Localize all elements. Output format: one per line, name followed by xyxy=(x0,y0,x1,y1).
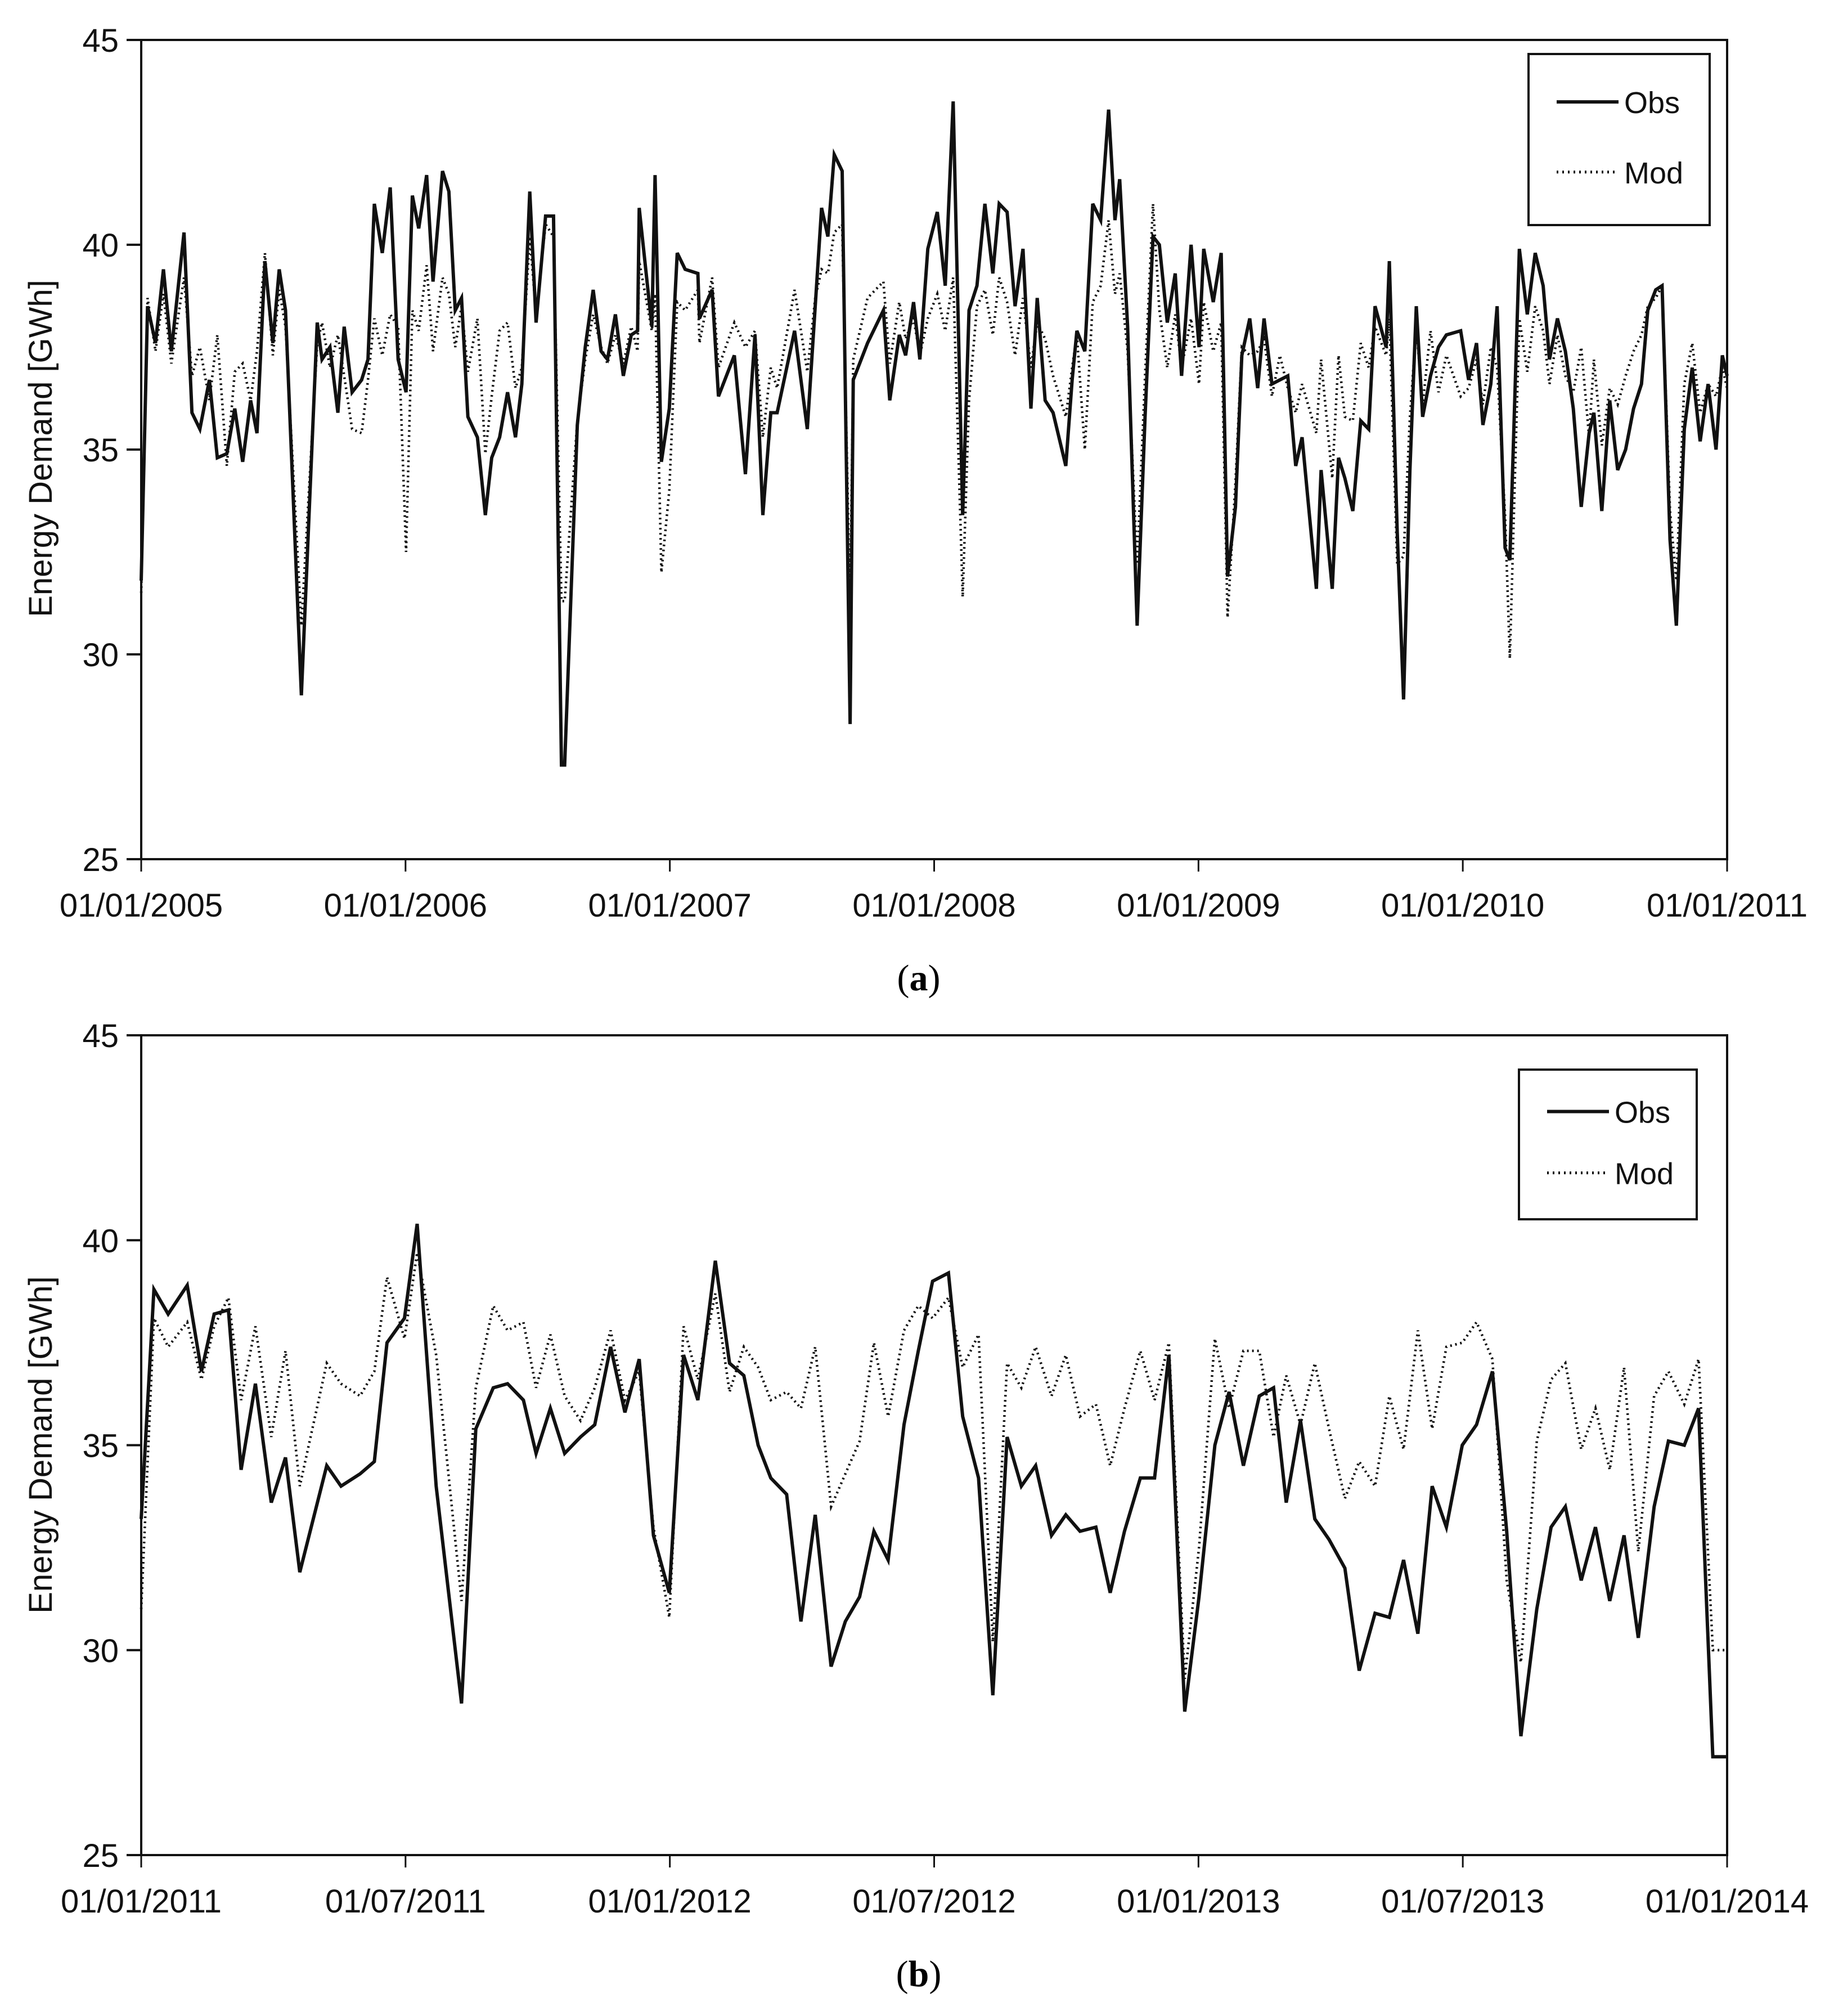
legend-label-mod: Mod xyxy=(1615,1157,1674,1191)
y-tick-label: 35 xyxy=(82,432,119,469)
obs-series-line xyxy=(140,101,1729,767)
panel-caption-b: (b) xyxy=(896,1954,942,1995)
x-axis-ticks: 01/01/2011 01/07/2011 01/01/2012 01/07/2012… xyxy=(61,1855,1809,1920)
x-axis-ticks: 01/01/2005 01/01/2006 01/01/2007 01/01/2008… xyxy=(60,859,1808,924)
panel-caption-a: (a) xyxy=(897,958,941,999)
caption-letter: b xyxy=(909,1954,929,1995)
y-tick-label: 25 xyxy=(82,842,119,878)
legend-label-mod: Mod xyxy=(1624,156,1683,190)
series-lines xyxy=(140,101,1729,767)
y-tick-label: 30 xyxy=(82,1633,119,1669)
x-tick-label: 01/01/2008 xyxy=(852,887,1015,924)
legend-box xyxy=(1527,53,1711,226)
legend-box xyxy=(1518,1068,1698,1220)
x-tick-label: 01/01/2011 xyxy=(61,1883,222,1920)
legend-label-obs: Obs xyxy=(1624,86,1680,120)
series-lines xyxy=(140,1223,1727,1759)
x-tick-label: 01/07/2013 xyxy=(1381,1883,1544,1920)
legend: Obs Mod xyxy=(1527,53,1711,226)
x-tick-label: 01/01/2005 xyxy=(60,887,223,924)
y-axis-label: Energy Demand [GWh] xyxy=(23,280,59,617)
x-tick-label: 01/01/2009 xyxy=(1117,887,1280,924)
legend-label-obs: Obs xyxy=(1615,1095,1670,1129)
mod-series-line xyxy=(140,1252,1727,1679)
y-axis-ticks: 25 30 35 40 45 xyxy=(82,1018,141,1874)
x-tick-label: 01/01/2010 xyxy=(1381,887,1544,924)
y-tick-label: 30 xyxy=(82,637,119,674)
y-axis-label: Energy Demand [GWh] xyxy=(23,1276,59,1614)
y-tick-label: 45 xyxy=(82,23,119,59)
x-tick-label: 01/01/2007 xyxy=(588,887,752,924)
x-tick-label: 01/01/2014 xyxy=(1646,1883,1809,1920)
y-tick-label: 40 xyxy=(82,227,119,264)
x-tick-label: 01/01/2006 xyxy=(324,887,487,924)
y-tick-label: 40 xyxy=(82,1223,119,1259)
y-tick-label: 25 xyxy=(82,1838,119,1874)
legend: Obs Mod xyxy=(1518,1068,1698,1220)
x-tick-label: 01/07/2012 xyxy=(852,1883,1015,1920)
y-tick-label: 45 xyxy=(82,1018,119,1054)
caption-letter: a xyxy=(910,958,928,999)
chart-panel-b: Energy Demand [GWh] 25 30 35 40 45 01/01/201… xyxy=(23,1018,1809,1995)
plot-frame xyxy=(140,39,1728,860)
x-tick-label: 01/01/2012 xyxy=(588,1883,752,1920)
y-axis-ticks: 25 30 35 40 45 xyxy=(82,23,141,878)
x-tick-label: 01/07/2011 xyxy=(325,1883,486,1920)
x-tick-label: 01/01/2011 xyxy=(1647,887,1808,924)
obs-series-line xyxy=(140,1223,1727,1759)
y-tick-label: 35 xyxy=(82,1428,119,1465)
x-tick-label: 01/01/2013 xyxy=(1117,1883,1280,1920)
plot-frame xyxy=(140,1034,1728,1856)
chart-panel-a: Energy Demand [GWh] 25 30 35 40 45 01/01/200… xyxy=(23,23,1808,999)
mod-series-line xyxy=(140,204,1729,659)
